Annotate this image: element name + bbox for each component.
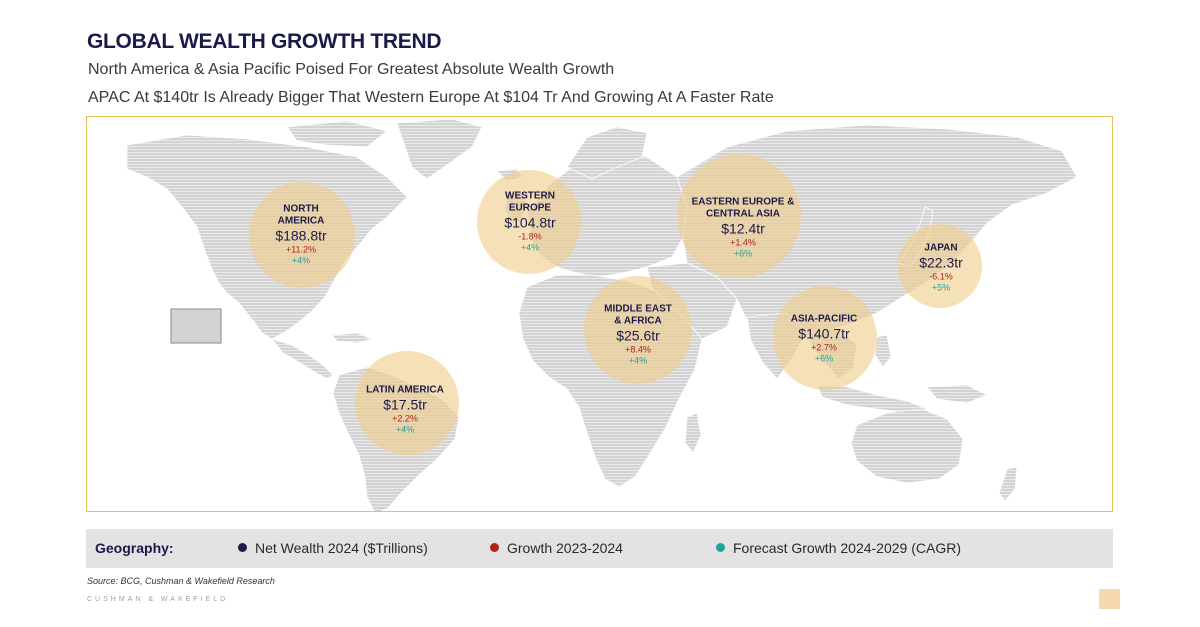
region-forecast: +6% [814,353,834,364]
region-name: MIDDLE EAST [604,303,672,315]
region-forecast: +5% [931,282,951,293]
region-name: EASTERN EUROPE & [691,196,795,208]
label-western-europe: WESTERN EUROPE $104.8tr -1.8% +4% [504,191,555,254]
red-dot-icon [490,543,499,552]
region-name: JAPAN [924,242,958,254]
landmass-caribbean [331,332,374,344]
subtitle-primary: North America & Asia Pacific Poised For … [88,61,615,78]
region-wealth: $104.8tr [504,214,556,231]
corner-accent-square [1099,589,1120,609]
region-growth: +2.7% [811,342,837,353]
landmass-central-america [270,338,334,380]
bubble-japan [898,224,982,308]
region-forecast: +4% [520,242,540,253]
region-name: & AFRICA [614,315,662,327]
region-wealth: $140.7tr [798,325,850,342]
label-japan: JAPAN $22.3tr -6.1% +5% [919,243,963,294]
label-middle-east: MIDDLE EAST & AFRICA $25.6tr +8.4% +4% [604,304,672,367]
legend-net-wealth: Net Wealth 2024 ($Trillions) [238,540,428,556]
region-name: NORTH [283,203,319,215]
legend-growth: Growth 2023-2024 [490,540,623,556]
bubble-north-america [249,182,355,288]
bubble-western-europe [477,170,581,274]
source-note: Source: BCG, Cushman & Wakefield Researc… [87,576,275,586]
label-eastern-europe: EASTERN EUROPE & CENTRAL ASIA $12.4tr +1… [692,197,795,260]
region-forecast: +6% [733,248,753,259]
region-name: ASIA-PACIFIC [790,313,858,325]
page-title: GLOBAL WEALTH GROWTH TREND [87,30,442,53]
region-growth: -6.1% [929,271,953,282]
bubble-middle-east [584,276,692,384]
bubble-asia-pacific [773,286,877,390]
region-wealth: $22.3tr [919,254,963,271]
landmass-new-zealand [998,466,1018,502]
landmass-scandinavia [566,126,648,180]
region-wealth: $25.6tr [616,327,660,344]
region-name: EUROPE [508,202,552,214]
bubble-latin-america [355,351,459,455]
legend-bar: Geography: Net Wealth 2024 ($Trillions) … [86,529,1113,568]
landmass-new-guinea [926,384,988,404]
label-asia-pacific: ASIA-PACIFIC $140.7tr +2.7% +6% [791,314,857,365]
region-forecast: +4% [395,424,415,435]
legend-geography-label: Geography: [95,540,174,556]
region-growth: +8.4% [625,344,651,355]
region-growth: +11.2% [285,244,317,255]
region-growth: +1.4% [730,237,756,248]
legend-forecast-text: Forecast Growth 2024-2029 (CAGR) [733,540,961,556]
legend-forecast: Forecast Growth 2024-2029 (CAGR) [716,540,961,556]
region-name: LATIN AMERICA [366,384,444,396]
region-forecast: +4% [628,355,648,366]
legend-net-wealth-text: Net Wealth 2024 ($Trillions) [255,540,428,556]
bubble-eastern-europe [677,154,801,278]
teal-dot-icon [716,543,725,552]
region-wealth: $17.5tr [383,396,427,413]
region-growth: -1.8% [518,231,542,242]
landmass-arctic-islands [286,120,388,148]
legend-growth-text: Growth 2023-2024 [507,540,623,556]
world-map-panel: NORTH AMERICA $188.8tr +11.2% +4% WESTER… [86,116,1113,512]
landmass-philippines [874,334,892,368]
region-growth: +2.2% [392,413,418,424]
navy-dot-icon [238,543,247,552]
label-latin-america: LATIN AMERICA $17.5tr +2.2% +4% [366,385,444,436]
region-name: WESTERN [505,190,555,202]
region-name: AMERICA [277,215,325,227]
brand-wordmark: CUSHMAN & WAKEFIELD [87,596,229,603]
landmass-greenland [396,118,483,180]
hawaii-inset-box [170,308,222,344]
subtitle-secondary: APAC At $140tr Is Already Bigger That We… [88,89,774,106]
landmass-australia [850,408,964,484]
landmass-madagascar [684,412,702,454]
region-name: CENTRAL ASIA [706,208,780,220]
region-wealth: $188.8tr [275,227,327,244]
region-wealth: $12.4tr [721,220,765,237]
region-forecast: +4% [291,255,311,266]
label-north-america: NORTH AMERICA $188.8tr +11.2% +4% [275,204,326,267]
